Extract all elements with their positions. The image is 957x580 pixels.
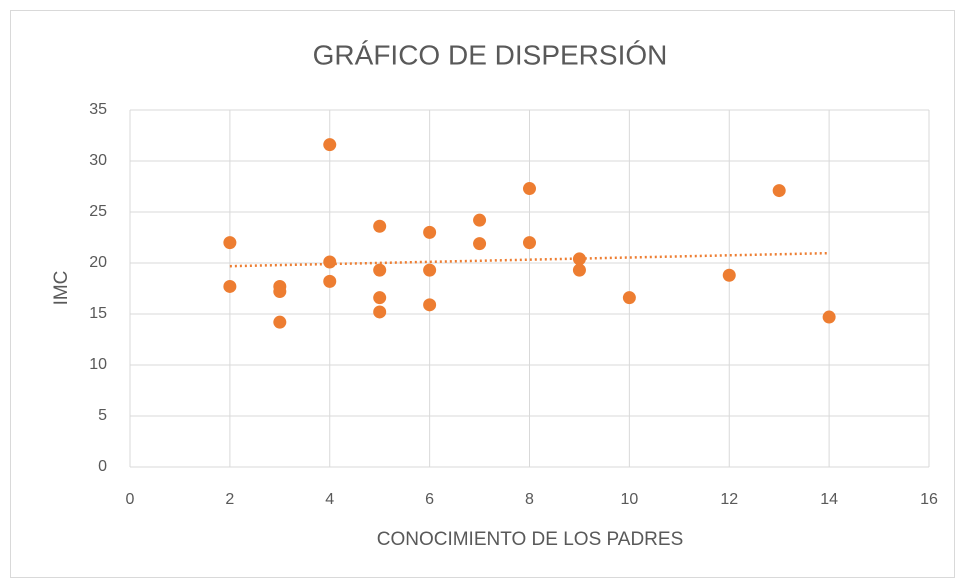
- point: [323, 138, 337, 152]
- x-tick-label: 12: [720, 491, 738, 508]
- point: [473, 237, 487, 251]
- x-tick-label: 0: [126, 491, 135, 508]
- point: [373, 291, 387, 305]
- point: [572, 263, 586, 277]
- y-tick-label: 0: [98, 458, 107, 475]
- y-tick-label: 15: [89, 305, 107, 322]
- x-tick-label: 4: [325, 491, 334, 508]
- y-axis-label: IMC: [51, 271, 72, 306]
- x-tick-label: 16: [920, 491, 938, 508]
- x-tick-label: 10: [620, 491, 638, 508]
- x-tick-label: 2: [225, 491, 234, 508]
- point: [323, 255, 337, 269]
- point: [622, 291, 636, 305]
- point: [423, 298, 437, 312]
- y-tick-label: 10: [89, 356, 107, 373]
- x-axis-label: CONOCIMIENTO DE LOS PADRES: [377, 529, 684, 550]
- point: [523, 182, 536, 196]
- point: [822, 310, 836, 324]
- x-tick-label: 6: [425, 491, 434, 508]
- y-tick-label: 5: [98, 407, 107, 424]
- y-tick-label: 35: [89, 101, 107, 118]
- chart-title: GRÁFICO DE DISPERSIÓN: [313, 39, 668, 70]
- y-tick-label: 20: [89, 254, 107, 271]
- point: [273, 315, 287, 329]
- point: [423, 225, 437, 239]
- point: [722, 268, 736, 282]
- point: [323, 274, 337, 288]
- chart-border: [10, 10, 955, 578]
- point: [373, 219, 387, 233]
- point: [523, 236, 536, 250]
- point: [423, 263, 437, 277]
- point: [273, 285, 287, 299]
- point: [473, 213, 487, 227]
- x-tick-label: 14: [820, 491, 838, 508]
- point: [373, 305, 387, 319]
- point: [223, 279, 237, 293]
- x-tick-label: 8: [525, 491, 534, 508]
- y-tick-label: 30: [89, 152, 107, 169]
- point: [373, 263, 387, 277]
- point: [223, 236, 237, 250]
- y-tick-label: 25: [89, 203, 107, 220]
- point: [572, 252, 586, 266]
- point: [772, 184, 786, 198]
